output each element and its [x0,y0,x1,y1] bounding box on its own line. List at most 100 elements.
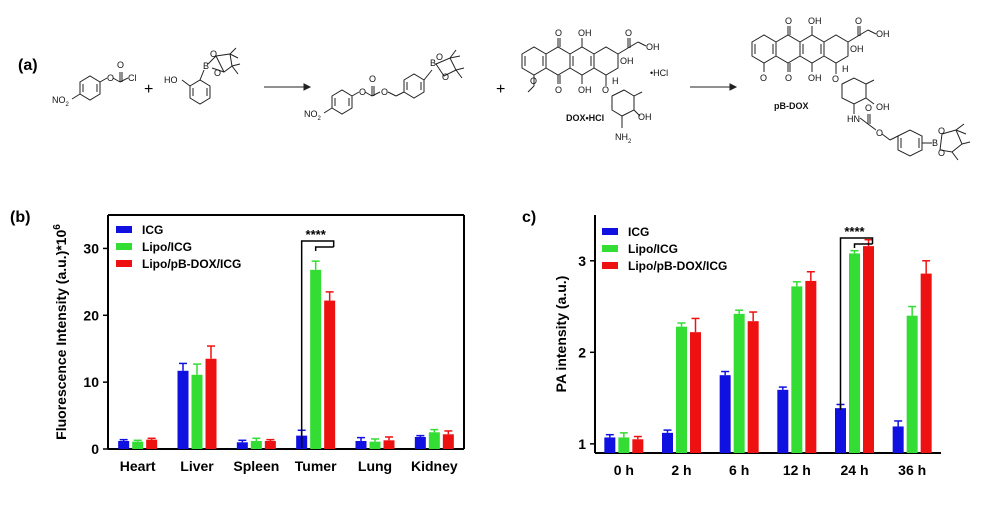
chart-c-bar [618,437,630,453]
atom-no2-1: NO2 [52,95,70,108]
reaction-scheme [71,26,971,161]
chart-b-ytick-label: 30 [83,240,99,256]
atom-o-14: O [602,85,609,95]
chart-b-legend-swatch [116,243,132,250]
chart-b-bar [324,300,336,449]
atom-o-2: O [117,60,124,70]
molecule-pb-dox [751,26,971,161]
chart-c-legend-label: Lipo/ICG [628,242,678,256]
chart-b-xtick-label: Spleen [233,458,279,474]
chart-b-ytick-label: 20 [83,307,99,323]
chart-c-bar [676,326,687,453]
molecule-dox-hcl [521,38,647,128]
atom-oh-5: OH [638,112,652,122]
chart-c-bar [906,315,918,453]
chart-b-bar [428,432,440,449]
chart-c-xtick-label: 36 h [898,462,926,478]
chart-c-legend-swatch [602,262,618,269]
chart-b-bar [355,440,367,449]
chart-b-bar [146,439,158,449]
atom-h-1: H [612,76,619,86]
chart-b-xtick-label: Kidney [411,458,458,474]
chart-c-significance-inner [853,243,873,248]
atom-o-20: O [865,103,872,113]
chart-b-xtick-label: Lung [358,458,392,474]
atom-o-7: O [381,87,388,97]
atom-oh-10: OH [876,102,890,112]
atom-oh-2: OH [578,85,592,95]
atom-nh2: NH2 [615,132,632,145]
chart-c-legend-swatch [602,245,618,252]
chart-c-significance-bracket [839,237,874,410]
chart-b-significance-stars: **** [306,227,327,242]
atom-h-2: H [842,64,849,74]
chart-b-bar [310,269,322,449]
chart-b-significance-inner [314,246,334,251]
atom-o-13: O [625,28,632,38]
chart-b-xtick-label: Heart [120,458,156,474]
chart-b-bar [369,441,381,449]
chart-c-legend-label: Lipo/pB-DOX/ICG [628,259,727,273]
chart-c-xtick-label: 0 h [614,462,634,478]
chart-b-bar [132,441,144,449]
chart-b-ytick-label: 10 [83,374,99,390]
atom-o-18: O [855,16,862,26]
atom-o-4: O [214,68,221,78]
atom-b-1: B [203,61,209,71]
atom-o-1: O [107,73,114,83]
chart-c-bar [849,253,860,453]
chart-c-bar [733,313,745,453]
chart-c-bar [835,408,846,453]
chart-c-xtick-label: 2 h [671,462,691,478]
chart-b-xtick-label: Tumer [295,458,337,474]
dox-hcl-label: DOX•HCl [566,113,604,123]
atom-o-9: O [442,72,449,82]
chart-b-bar [205,358,217,449]
plus-sign-1: + [144,81,153,98]
panel-label-c: c) [522,209,536,226]
chart-c-significance-stars: **** [844,224,865,239]
chart-c-bar [791,286,803,453]
chart-b-y-axis-label: Fluorescence Intensity (a.u.)*106 [52,224,69,440]
chart-c-legend-label: ICG [628,225,649,239]
chart-b-bar [442,434,454,449]
atom-cl: Cl [128,73,137,83]
chart-b-y-axis-label-sup: 6 [52,224,63,230]
atom-ho: HO [164,75,178,85]
chart-c-legend-swatch [602,228,618,235]
panel-label-a: (a) [18,57,38,74]
chart-c-xtick-label: 24 h [840,462,868,478]
chart-c-bar [892,426,904,453]
chart-b-legend-label: Lipo/pB-DOX/ICG [142,257,241,271]
chart-c-bar [863,246,874,453]
molecule-nitrophenyl-chloroformate [71,72,129,101]
atom-o-22: O [938,126,945,136]
chart-b-bar [250,440,262,449]
chart-b-y-axis-label-text: Fluorescence Intensity (a.u.)*10 [53,230,69,440]
atom-o-11: O [555,85,562,95]
chart-c-y-axis-label-text: PA intensity (a.u.) [553,276,569,393]
molecule-hydroxymethyl-phenylboronate [181,47,241,105]
atom-oh-4: OH [620,56,634,66]
atom-o-12: O [530,76,537,86]
chart-c-bar [805,280,817,453]
pb-dox-label: pB-DOX [774,101,809,111]
chart-b-bar [264,440,276,449]
molecule-intermediate-carbonate [323,49,465,115]
chart-c-bar [777,389,789,453]
atom-o-15: O [785,16,792,26]
chart-c-y-axis-label: PA intensity (a.u.) [553,276,569,393]
chart-c-bar [719,375,731,453]
reaction-arrow-2-head [729,83,738,91]
chart-b-bar [118,440,130,449]
panel-label-b: (b) [10,209,30,226]
chart-b-legend-label: Lipo/ICG [142,240,192,254]
atom-o-8: O [436,52,443,62]
reaction-arrow-1-head [303,83,312,91]
atom-oh-6: OH [808,16,822,26]
atom-b-2: B [430,58,436,68]
atom-oh-1: OH [578,28,592,38]
atom-o-19: O [832,74,839,84]
